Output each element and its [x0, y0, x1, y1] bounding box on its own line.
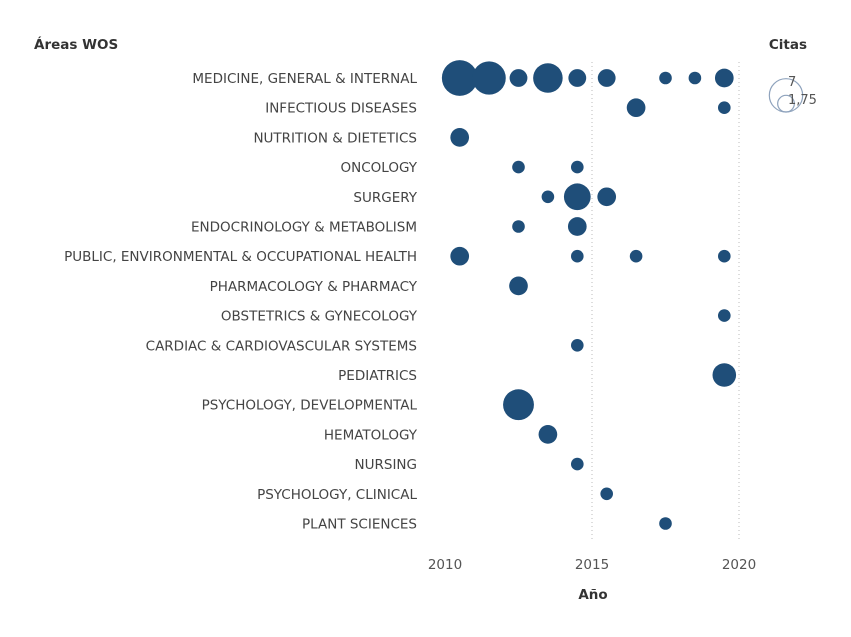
bubble [509, 69, 528, 87]
bubble [571, 339, 584, 352]
bubble [568, 69, 587, 87]
category-label: PUBLIC, ENVIRONMENTAL & OCCUPATIONAL HEA… [64, 249, 417, 265]
size-legend: 71,75 [768, 75, 817, 113]
category-label: INFECTIOUS DISEASES [265, 101, 417, 117]
bubble [626, 98, 646, 118]
category-label: PLANT SCIENCES [302, 517, 417, 533]
category-label: PEDIATRICS [338, 368, 417, 384]
bubble [718, 309, 731, 322]
category-label: NUTRITION & DIETETICS [253, 130, 417, 146]
bubble [472, 61, 506, 95]
category-label: OBSTETRICS & GYNECOLOGY [221, 309, 418, 325]
bubble [597, 187, 617, 207]
bubble [718, 249, 731, 263]
legend-label: 1,75 [788, 93, 817, 108]
row-header: Áreas WOS [34, 36, 118, 53]
bubble [718, 101, 731, 114]
legend-label: 7 [788, 75, 796, 90]
bubble [509, 276, 528, 296]
bubble [541, 190, 555, 204]
bubble [659, 71, 672, 85]
x-axis-ticks: 2010 2015 2020 [428, 557, 756, 573]
category-label: HEMATOLOGY [324, 427, 418, 443]
bubble [567, 217, 587, 236]
bubble [503, 389, 534, 421]
category-labels: MEDICINE, GENERAL & INTERNAL INFECTIOUS D… [64, 71, 418, 533]
bubble [571, 249, 584, 263]
bubble [600, 487, 613, 501]
bubble [450, 246, 470, 266]
bubble [538, 425, 558, 444]
x-tick-label: 2010 [428, 557, 462, 573]
category-label: NURSING [355, 457, 417, 473]
bubble [629, 249, 643, 263]
size-header: Citas [769, 37, 807, 53]
category-label: PHARMACOLOGY & PHARMACY [210, 279, 418, 295]
bubble [659, 517, 672, 530]
x-tick-label: 2020 [722, 557, 756, 573]
category-label: CARDIAC & CARDIOVASCULAR SYSTEMS [146, 338, 417, 354]
bubble [512, 220, 525, 233]
category-label: SURGERY [353, 190, 417, 206]
bubble [450, 128, 470, 147]
bubble [714, 68, 734, 88]
grid-layer [591, 62, 740, 540]
bubble [512, 160, 525, 174]
bubble [441, 60, 478, 96]
bubble [597, 69, 616, 87]
category-label: ENDOCRINOLOGY & METABOLISM [191, 220, 417, 236]
x-tick-label: 2015 [575, 557, 609, 573]
bubble [688, 71, 702, 85]
bubble [563, 183, 591, 211]
bubbles [441, 60, 737, 530]
bubble [571, 457, 584, 471]
bubble [712, 363, 737, 387]
bubble [533, 63, 563, 93]
category-label: PSYCHOLOGY, DEVELOPMENTAL [202, 398, 418, 414]
bubble [571, 160, 584, 174]
category-label: ONCOLOGY [341, 160, 418, 176]
category-label: MEDICINE, GENERAL & INTERNAL [192, 71, 417, 87]
category-label: PSYCHOLOGY, CLINICAL [257, 487, 417, 503]
legend-circle [777, 94, 795, 113]
x-axis-title: Año [578, 587, 607, 603]
